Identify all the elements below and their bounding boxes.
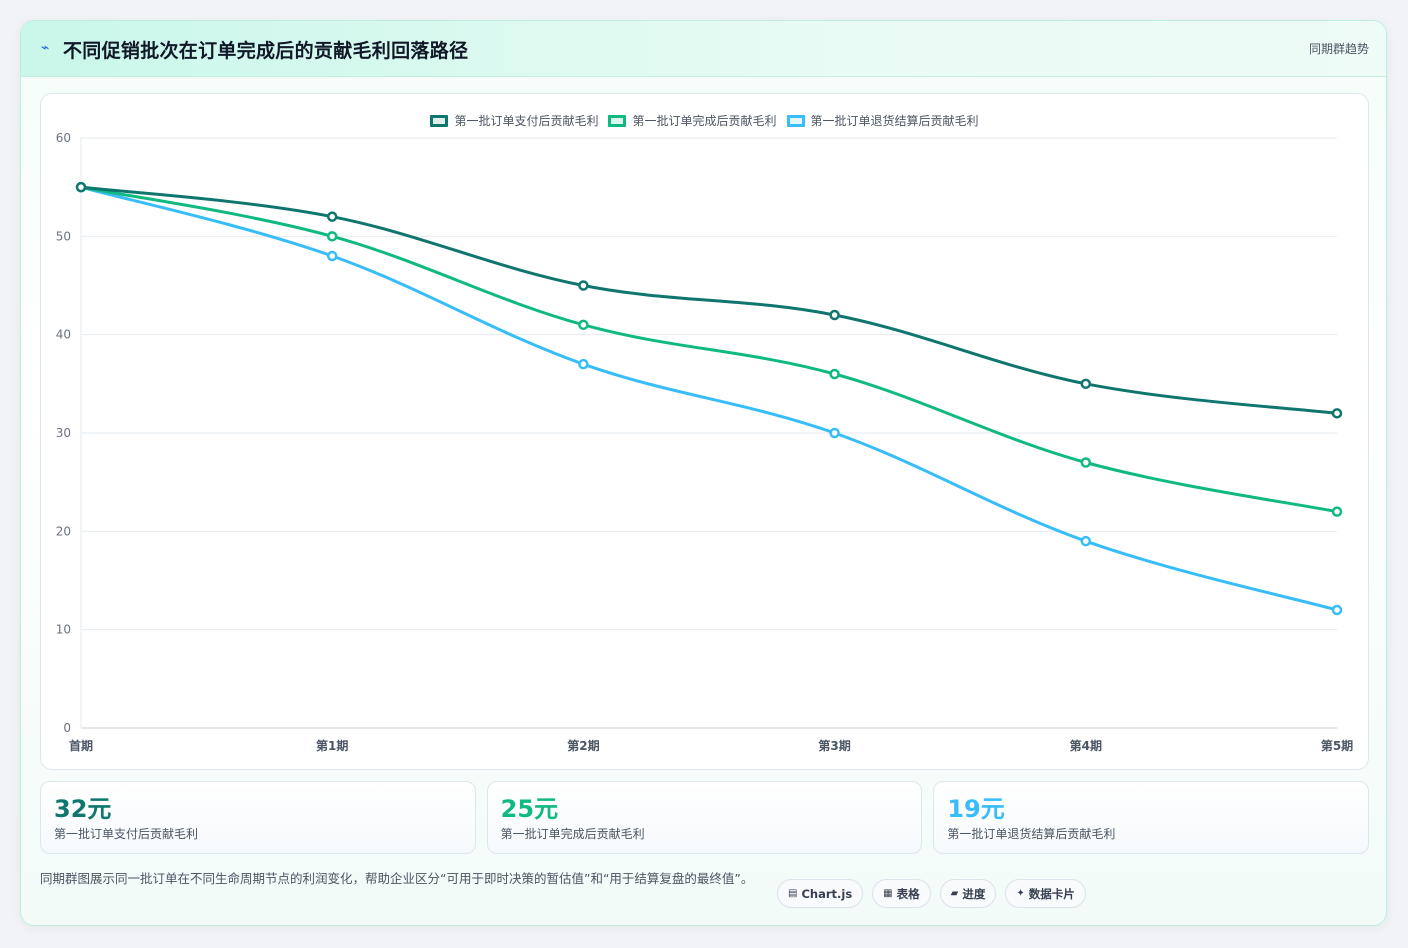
data-point xyxy=(1331,408,1343,419)
y-tick-label: 40 xyxy=(56,328,71,342)
y-tick-label: 30 xyxy=(56,426,71,440)
legend-label: 第一批订单退货结算后贡献毛利 xyxy=(810,114,979,128)
kpi-value: 32元 xyxy=(54,795,112,823)
x-tick-label: 第5期 xyxy=(1321,738,1353,753)
data-point xyxy=(578,280,589,291)
legend-item[interactable]: 第一批订单退货结算后贡献毛利 xyxy=(786,112,979,129)
kpi-value: 25元 xyxy=(500,795,559,823)
chart-legend[interactable]: 第一批订单支付后贡献毛利 第一批订单完成后贡献毛利 第一批订单退货结算后贡献毛利 xyxy=(41,112,1368,129)
kpi-row: 32元 第一批订单支付后贡献毛利 25元 第一批订单完成后贡献毛利 19元 第一批订单退货… xyxy=(40,781,1370,854)
x-tick-label: 第1期 xyxy=(316,738,348,753)
data-point xyxy=(1080,378,1092,390)
data-point xyxy=(829,309,840,321)
legend-item[interactable]: 第一批订单完成后贡献毛利 xyxy=(608,112,777,129)
legend-swatch xyxy=(430,114,449,127)
card-icon: ✦ xyxy=(1016,888,1025,899)
data-point xyxy=(326,250,338,262)
tech-chip[interactable]: ▰ 进度 xyxy=(939,879,997,908)
chip-label: Chart.js xyxy=(801,886,853,901)
x-tick-label: 第3期 xyxy=(818,738,850,753)
legend-item[interactable]: 第一批订单支付后贡献毛利 xyxy=(430,112,598,129)
tech-chips: ▤ Chart.js ▦ 表格 ▰ 进度 ✦ 数据卡片 xyxy=(777,879,1086,908)
progress-icon: ▰ xyxy=(950,888,959,899)
y-tick-label: 10 xyxy=(56,623,71,637)
tech-chip[interactable]: ▦ 表格 xyxy=(872,879,931,908)
legend-label: 第一批订单完成后贡献毛利 xyxy=(632,114,777,128)
kpi-card: 32元第一批订单支付后贡献毛利 xyxy=(40,781,476,854)
kpi-card: 19元第一批订单退货结算后贡献毛利 xyxy=(933,781,1370,854)
page-title: 不同促销批次在订单完成后的贡献毛利回落路径 xyxy=(63,40,469,62)
kpi-label: 第一批订单支付后贡献毛利 xyxy=(54,827,199,841)
kpi-value: 19元 xyxy=(947,795,1005,823)
series-line xyxy=(80,185,1338,612)
tech-chip[interactable]: ▤ Chart.js xyxy=(777,879,864,908)
data-point xyxy=(75,181,87,193)
footer-note: 同期群图展示同一批订单在不同生命周期节点的利润变化，帮助企业区分“可用于即时决策… xyxy=(40,871,754,886)
y-tick-label: 20 xyxy=(56,524,71,538)
data-point xyxy=(829,427,840,439)
legend-swatch xyxy=(786,114,805,127)
x-tick-label: 第2期 xyxy=(567,738,599,753)
data-point xyxy=(326,211,338,222)
chart-icon: ▤ xyxy=(788,888,798,899)
chip-label: 数据卡片 xyxy=(1028,886,1075,901)
data-point xyxy=(578,319,589,331)
chart-panel: 0 10 20 30 40 50 60 首期 第1期 第2期 第3期 第4期 第5期 第一批订单支付后贡… xyxy=(40,93,1369,770)
x-tick-label: 首期 xyxy=(69,738,93,753)
card-header: ⌁ 不同促销批次在订单完成后的贡献毛利回落路径 同期群趋势 xyxy=(21,21,1386,77)
chart-card: ⌁ 不同促销批次在订单完成后的贡献毛利回落路径 同期群趋势 0 10 20 30 40 5… xyxy=(20,20,1387,926)
chip-label: 进度 xyxy=(962,886,986,901)
x-tick-label: 第4期 xyxy=(1070,738,1102,753)
y-tick-label: 50 xyxy=(56,229,71,243)
table-icon: ▦ xyxy=(883,888,893,899)
legend-label: 第一批订单支付后贡献毛利 xyxy=(454,114,599,128)
kpi-label: 第一批订单退货结算后贡献毛利 xyxy=(947,827,1116,841)
kpi-card: 25元第一批订单完成后贡献毛利 xyxy=(486,781,923,854)
trend-icon: ⌁ xyxy=(41,40,50,56)
data-point xyxy=(1080,535,1092,547)
data-point xyxy=(326,231,338,242)
data-point xyxy=(578,358,589,370)
chip-label: 表格 xyxy=(896,886,920,901)
tech-chip[interactable]: ✦ 数据卡片 xyxy=(1005,879,1086,908)
data-point xyxy=(1331,506,1343,517)
line-chart: 0 10 20 30 40 50 60 首期 第1期 第2期 第3期 第4期 第5期 xyxy=(56,131,1353,753)
data-point xyxy=(1080,457,1092,468)
y-tick-label: 0 xyxy=(63,721,71,735)
kpi-label: 第一批订单完成后贡献毛利 xyxy=(500,827,645,841)
series-line xyxy=(80,185,1338,415)
data-point xyxy=(1331,604,1343,616)
category-tag: 同期群趋势 xyxy=(1308,42,1369,56)
legend-swatch xyxy=(608,114,627,127)
y-tick-label: 60 xyxy=(56,131,71,145)
data-point xyxy=(829,368,840,380)
series-line xyxy=(80,185,1338,514)
